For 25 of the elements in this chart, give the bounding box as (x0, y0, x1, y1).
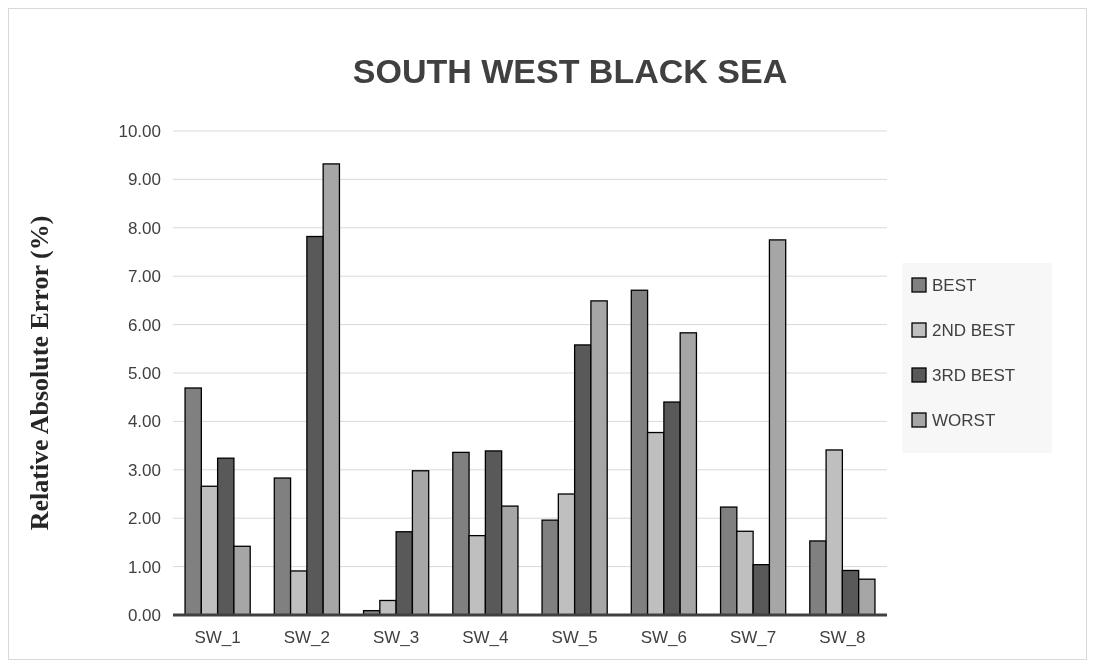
y-tick-label: 9.00 (127, 170, 161, 190)
y-axis-title: Relative Absolute Error (%) (25, 215, 54, 531)
y-tick-label: 3.00 (127, 460, 161, 480)
y-tick-label: 6.00 (127, 315, 161, 335)
y-tick-label: 5.00 (127, 363, 161, 383)
y-tick-label: 0.00 (127, 605, 161, 625)
legend-label: WORST (932, 410, 996, 430)
y-tick-label: 10.00 (118, 121, 161, 141)
x-tick-label: SW_8 (819, 628, 866, 647)
legend-label: 2ND BEST (932, 320, 1016, 340)
x-tick-label: SW_4 (462, 628, 509, 647)
x-tick-label: SW_7 (729, 628, 777, 647)
x-tick-label: SW_5 (551, 628, 598, 647)
x-tick-label: SW_1 (194, 628, 241, 647)
chart-title: SOUTH WEST BLACK SEA (352, 52, 788, 90)
y-tick-label: 1.00 (127, 557, 161, 577)
y-tick-label: 2.00 (127, 509, 161, 529)
x-tick-label: SW_2 (283, 628, 331, 647)
legend-label: BEST (932, 275, 977, 295)
x-tick-label: SW_3 (372, 628, 420, 647)
y-tick-label: 7.00 (127, 267, 161, 287)
y-tick-label: 4.00 (127, 412, 161, 432)
y-tick-label: 8.00 (127, 218, 161, 238)
legend-label: 3RD BEST (932, 365, 1016, 385)
x-tick-label: SW_6 (640, 628, 688, 647)
